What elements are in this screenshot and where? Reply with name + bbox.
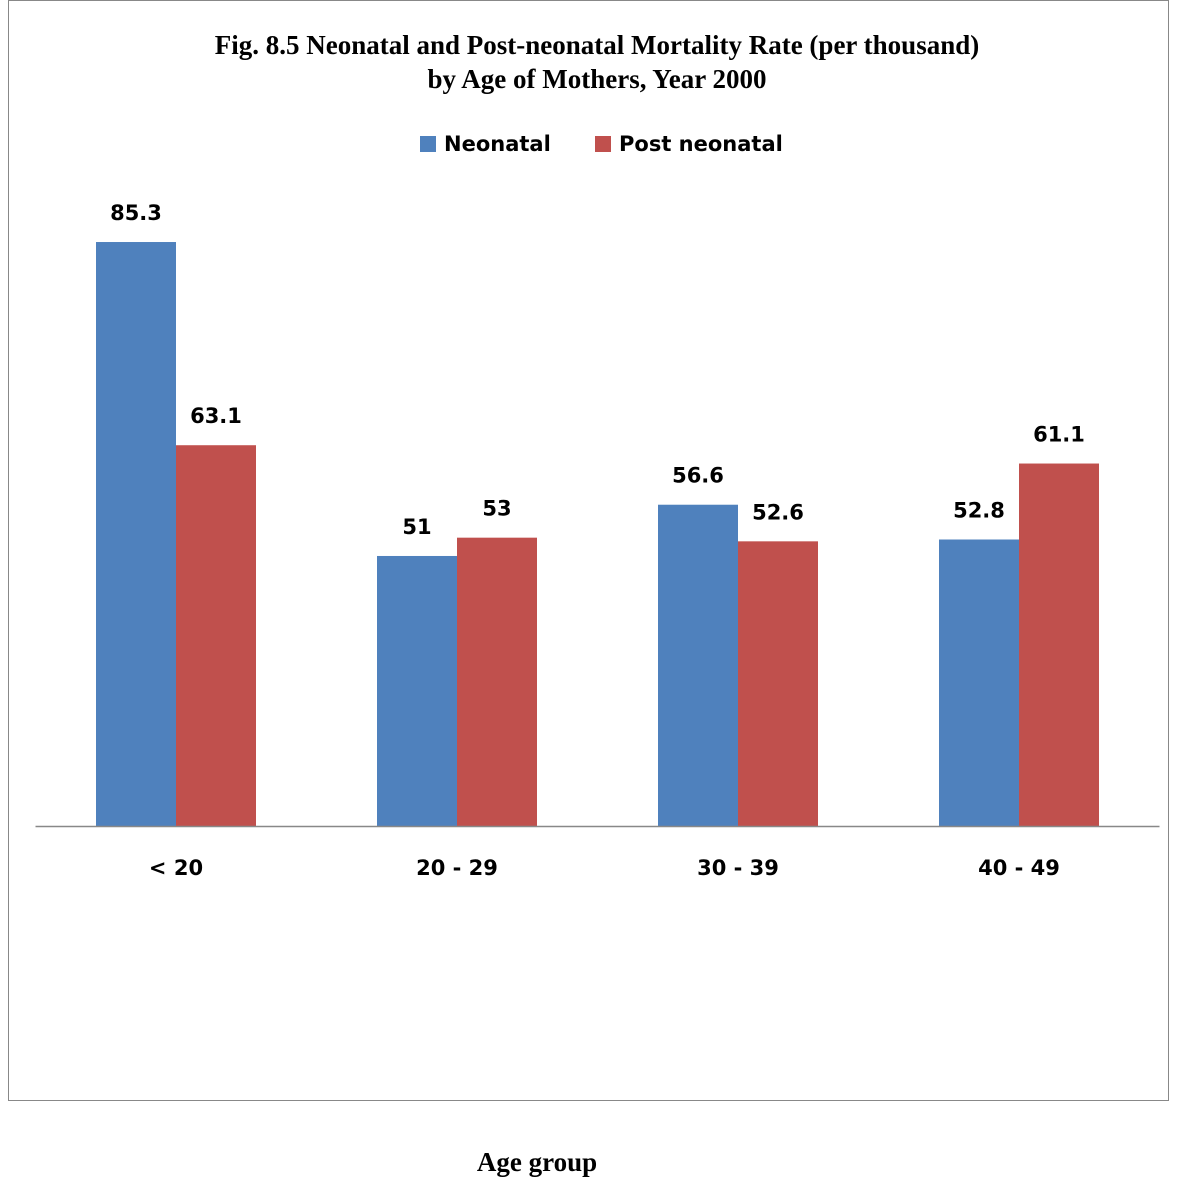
data-label: 52.8	[953, 499, 1005, 523]
bar	[377, 555, 457, 826]
chart-subtitle: by Age of Mothers, Year 2000	[428, 64, 767, 94]
legend-label: Neonatal	[444, 132, 551, 156]
legend-label: Post neonatal	[619, 132, 783, 156]
data-label: 85.3	[110, 201, 162, 225]
x-axis-title: Age group	[477, 1147, 597, 1177]
bar	[457, 537, 537, 826]
data-label: 63.1	[190, 404, 242, 428]
x-tick-label: 30 - 39	[697, 856, 779, 880]
data-label: 53	[482, 497, 511, 521]
bar	[176, 445, 256, 826]
x-tick-label: 40 - 49	[978, 856, 1060, 880]
legend-swatch	[420, 136, 436, 152]
data-label: 51	[402, 515, 431, 539]
bar	[658, 504, 738, 826]
bar	[939, 539, 1019, 826]
data-label: 61.1	[1033, 423, 1085, 447]
data-label: 56.6	[672, 464, 724, 488]
legend-swatch	[595, 136, 611, 152]
x-tick-label: < 20	[149, 856, 203, 880]
bar	[96, 242, 176, 826]
chart-title: Fig. 8.5 Neonatal and Post-neonatal Mort…	[215, 30, 979, 60]
bar	[738, 541, 818, 826]
bar	[1019, 463, 1099, 826]
data-label: 52.6	[752, 500, 804, 524]
x-tick-label: 20 - 29	[416, 856, 498, 880]
